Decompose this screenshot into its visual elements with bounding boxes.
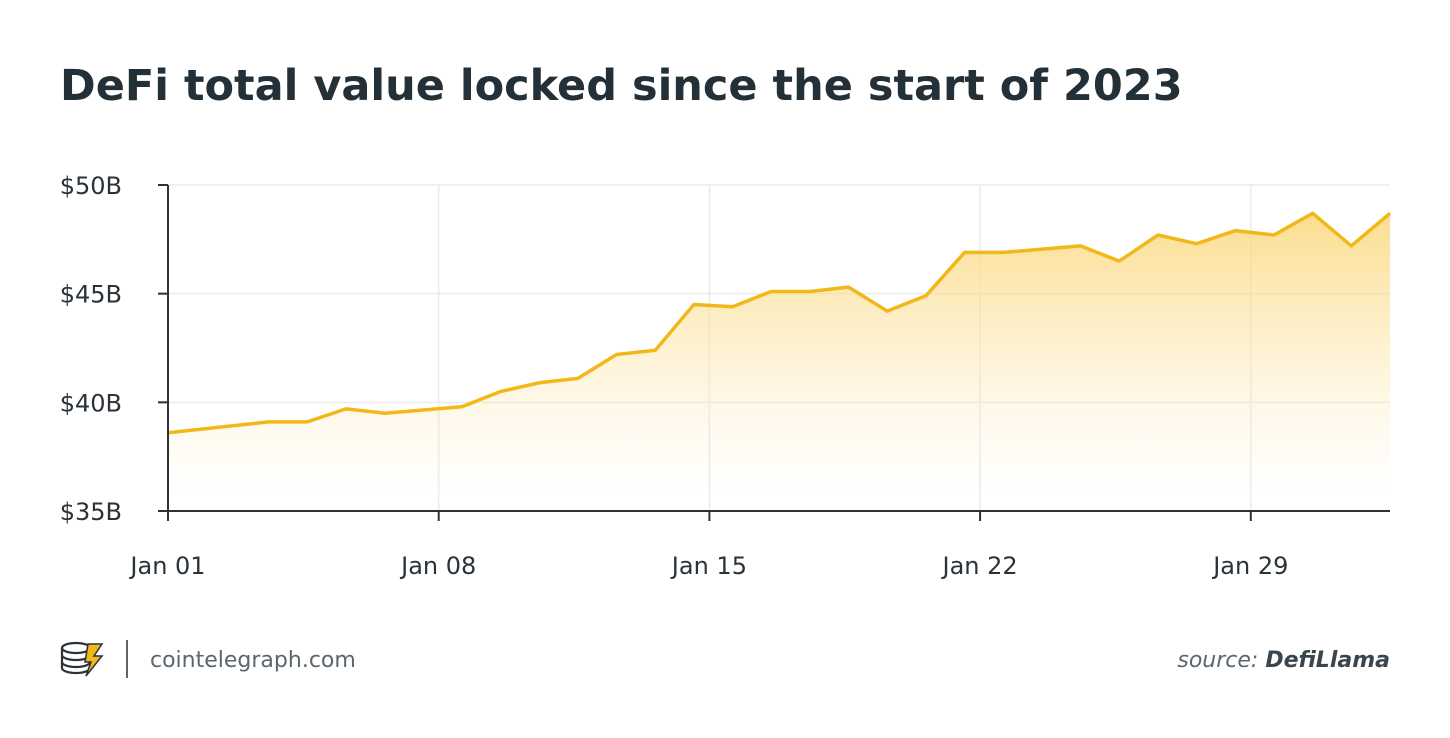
source-name: DefiLlama bbox=[1265, 648, 1390, 673]
x-tick-label: Jan 22 bbox=[941, 552, 1018, 580]
y-tick-label: $35B bbox=[60, 498, 122, 526]
y-tick-label: $45B bbox=[60, 281, 122, 309]
x-tick-label: Jan 15 bbox=[670, 552, 747, 580]
chart-title: DeFi total value locked since the start … bbox=[60, 61, 1183, 111]
source-label: source: bbox=[1177, 648, 1258, 673]
site-name: cointelegraph.com bbox=[150, 648, 356, 673]
x-tick-label: Jan 29 bbox=[1211, 552, 1288, 580]
area-fill bbox=[168, 213, 1390, 512]
y-tick-label: $50B bbox=[60, 172, 122, 200]
logo bbox=[60, 641, 104, 677]
line bbox=[167, 211, 1392, 435]
y-tick-label: $40B bbox=[60, 389, 122, 417]
x-tick-label: Jan 01 bbox=[128, 552, 205, 580]
x-tick-label: Jan 08 bbox=[399, 552, 476, 580]
source: source: DefiLlama bbox=[1177, 648, 1390, 673]
